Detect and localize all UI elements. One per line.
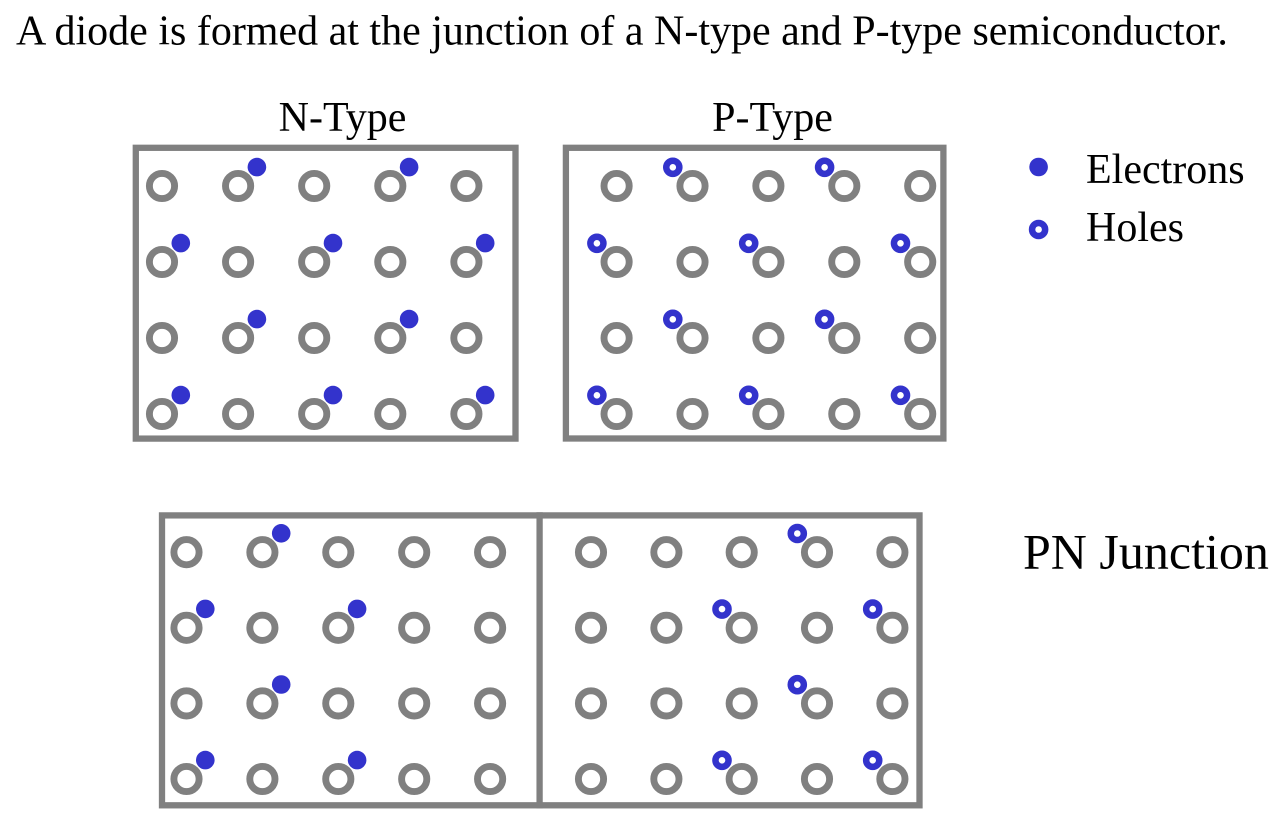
svg-text:Electrons: Electrons	[1086, 147, 1245, 193]
svg-text:N-Type: N-Type	[279, 95, 407, 141]
svg-text:Holes: Holes	[1086, 205, 1184, 251]
svg-text:PN Junction: PN Junction	[1023, 524, 1269, 580]
svg-text:P-Type: P-Type	[712, 95, 833, 141]
svg-text:A diode is formed at the junct: A diode is formed at the junction of a N…	[16, 9, 1228, 55]
